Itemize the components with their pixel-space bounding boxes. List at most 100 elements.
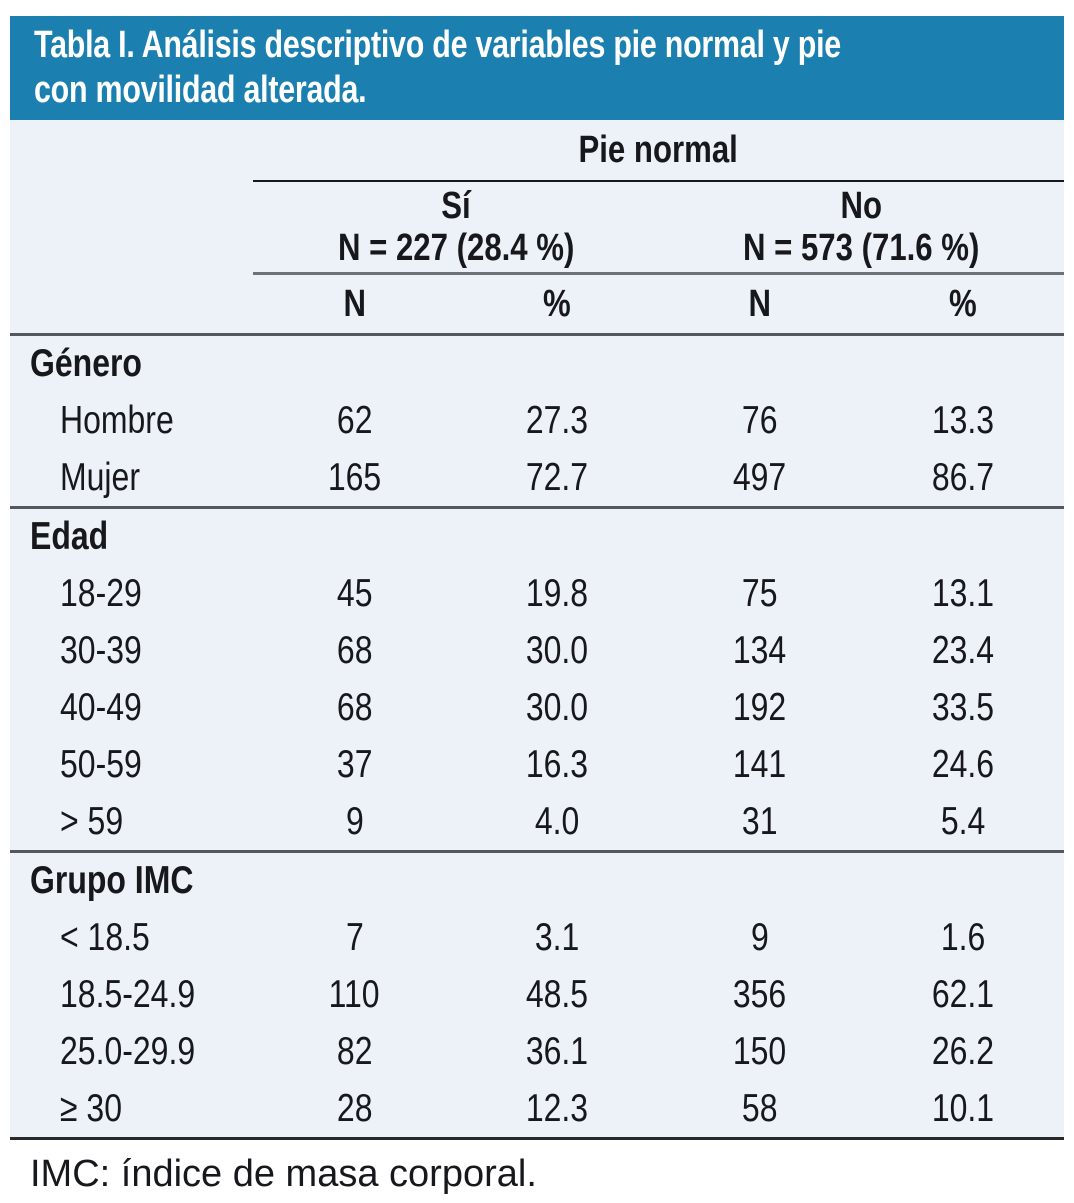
cell-value: 27.3 <box>456 399 659 443</box>
cell-value: 7 <box>253 916 456 960</box>
subgroup-no-label: No <box>840 185 883 227</box>
cell-value-text: 13.3 <box>931 398 994 442</box>
cell-value: 9 <box>253 800 456 844</box>
section-label: Edad <box>30 515 109 558</box>
cell-value-text: 110 <box>328 972 380 1016</box>
cell-value-text: 150 <box>733 1029 787 1073</box>
row-label-cell: Mujer <box>10 456 253 500</box>
column-header-row: N % N % <box>10 275 1064 333</box>
cell-value: 68 <box>253 686 456 730</box>
row-label: 18-29 <box>60 571 142 615</box>
table-row: Hombre 62 27.3 76 13.3 <box>10 392 1064 449</box>
cell-value-text: 27.3 <box>526 398 589 442</box>
cell-value-text: 3.1 <box>534 915 580 959</box>
cell-value: 62.1 <box>861 973 1064 1017</box>
cell-value: 192 <box>659 686 862 730</box>
cell-value-text: 13.1 <box>931 571 994 615</box>
row-label: > 59 <box>60 799 124 843</box>
subgroup-si: Sí N = 227 (28.4 %) <box>253 185 659 269</box>
cell-value-text: 19.8 <box>526 571 589 615</box>
row-label-cell: 18-29 <box>10 572 253 616</box>
section-divider <box>10 333 1064 336</box>
row-label-cell: 30-39 <box>10 629 253 673</box>
cell-value-text: 75 <box>742 571 778 615</box>
cell-value-text: 7 <box>345 915 364 959</box>
row-label-cell: 40-49 <box>10 686 253 730</box>
table-sections: Género Hombre 62 27.3 76 13.3 Mujer 165 72.7 497 8… <box>10 333 1064 1137</box>
cell-value: 134 <box>659 629 862 673</box>
header-group-label: Pie normal <box>578 128 739 171</box>
cell-value-text: 72.7 <box>526 455 589 499</box>
cell-value: 68 <box>253 629 456 673</box>
section-header: Grupo IMC <box>10 853 1064 909</box>
cell-value: 4.0 <box>456 800 659 844</box>
cell-value: 1.6 <box>861 916 1064 960</box>
cell-value-text: 23.4 <box>931 628 994 672</box>
cell-value-text: 134 <box>733 628 787 672</box>
cell-value: 75 <box>659 572 862 616</box>
cell-value: 45 <box>253 572 456 616</box>
cell-value-text: 28 <box>336 1086 373 1130</box>
cell-value-text: 9 <box>345 799 364 843</box>
table-row: 18-29 45 19.8 75 13.1 <box>10 565 1064 622</box>
cell-value: 76 <box>659 399 862 443</box>
table-title-line2: con movilidad alterada. <box>34 69 367 111</box>
cell-value: 9 <box>659 916 862 960</box>
cell-value-text: 16.3 <box>526 742 589 786</box>
cell-value-text: 165 <box>327 455 382 499</box>
cell-value: 5.4 <box>861 800 1064 844</box>
column-header-pct1: % <box>543 282 571 325</box>
cell-value: 150 <box>659 1030 862 1074</box>
section-label: Género <box>30 342 142 385</box>
cell-value: 23.4 <box>861 629 1064 673</box>
header-group-row: Pie normal <box>10 120 1064 180</box>
cell-value: 497 <box>659 456 862 500</box>
cell-value-text: 30.0 <box>526 628 589 672</box>
column-header-n1: N <box>343 282 366 325</box>
cell-value: 58 <box>659 1087 862 1131</box>
row-label: 25.0-29.9 <box>60 1029 196 1073</box>
section-divider <box>10 506 1064 509</box>
cell-value: 31 <box>659 800 862 844</box>
subgroup-si-n: N = 227 (28.4 %) <box>337 227 574 269</box>
table-body: Pie normal Sí N = 227 (28.4 %) No N = 57… <box>10 120 1064 1140</box>
cell-value-text: 37 <box>336 742 373 786</box>
table-row: 40-49 68 30.0 192 33.5 <box>10 679 1064 736</box>
row-label-cell: 25.0-29.9 <box>10 1030 253 1074</box>
cell-value: 165 <box>253 456 456 500</box>
cell-value-text: 45 <box>336 571 373 615</box>
header-subgroup-row: Sí N = 227 (28.4 %) No N = 573 (71.6 %) <box>10 182 1064 272</box>
cell-value-text: 5.4 <box>940 799 985 843</box>
cell-value-text: 30.0 <box>526 685 589 729</box>
cell-value-text: 31 <box>742 799 778 843</box>
cell-value-text: 68 <box>336 628 373 672</box>
cell-value: 37 <box>253 743 456 787</box>
cell-value-text: 9 <box>750 915 769 959</box>
cell-value-text: 12.3 <box>526 1086 589 1130</box>
cell-value: 62 <box>253 399 456 443</box>
cell-value: 12.3 <box>456 1087 659 1131</box>
cell-value-text: 62 <box>336 398 373 442</box>
cell-value: 28 <box>253 1087 456 1131</box>
cell-value-text: 58 <box>742 1086 778 1130</box>
cell-value-text: 76 <box>742 398 778 442</box>
cell-value: 13.1 <box>861 572 1064 616</box>
column-header-n2: N <box>748 282 772 325</box>
row-label-cell: Hombre <box>10 399 253 443</box>
cell-value-text: 10.1 <box>931 1086 994 1130</box>
cell-value-text: 4.0 <box>534 799 580 843</box>
row-label: Mujer <box>60 455 140 499</box>
table-footnote: IMC: índice de masa corporal. <box>30 1153 537 1195</box>
cell-value: 19.8 <box>456 572 659 616</box>
row-label-cell: 18.5-24.9 <box>10 973 253 1017</box>
cell-value-text: 1.6 <box>940 915 985 959</box>
column-header-pct2: % <box>948 282 977 325</box>
cell-value: 110 <box>253 973 456 1017</box>
subgroup-no-n: N = 573 (71.6 %) <box>743 227 980 269</box>
cell-value-text: 141 <box>733 742 787 786</box>
table-bottom-rule <box>10 1137 1064 1140</box>
table-title-line1: Tabla I. Análisis descriptivo de variabl… <box>34 24 841 66</box>
cell-value-text: 36.1 <box>526 1029 589 1073</box>
cell-value: 30.0 <box>456 686 659 730</box>
